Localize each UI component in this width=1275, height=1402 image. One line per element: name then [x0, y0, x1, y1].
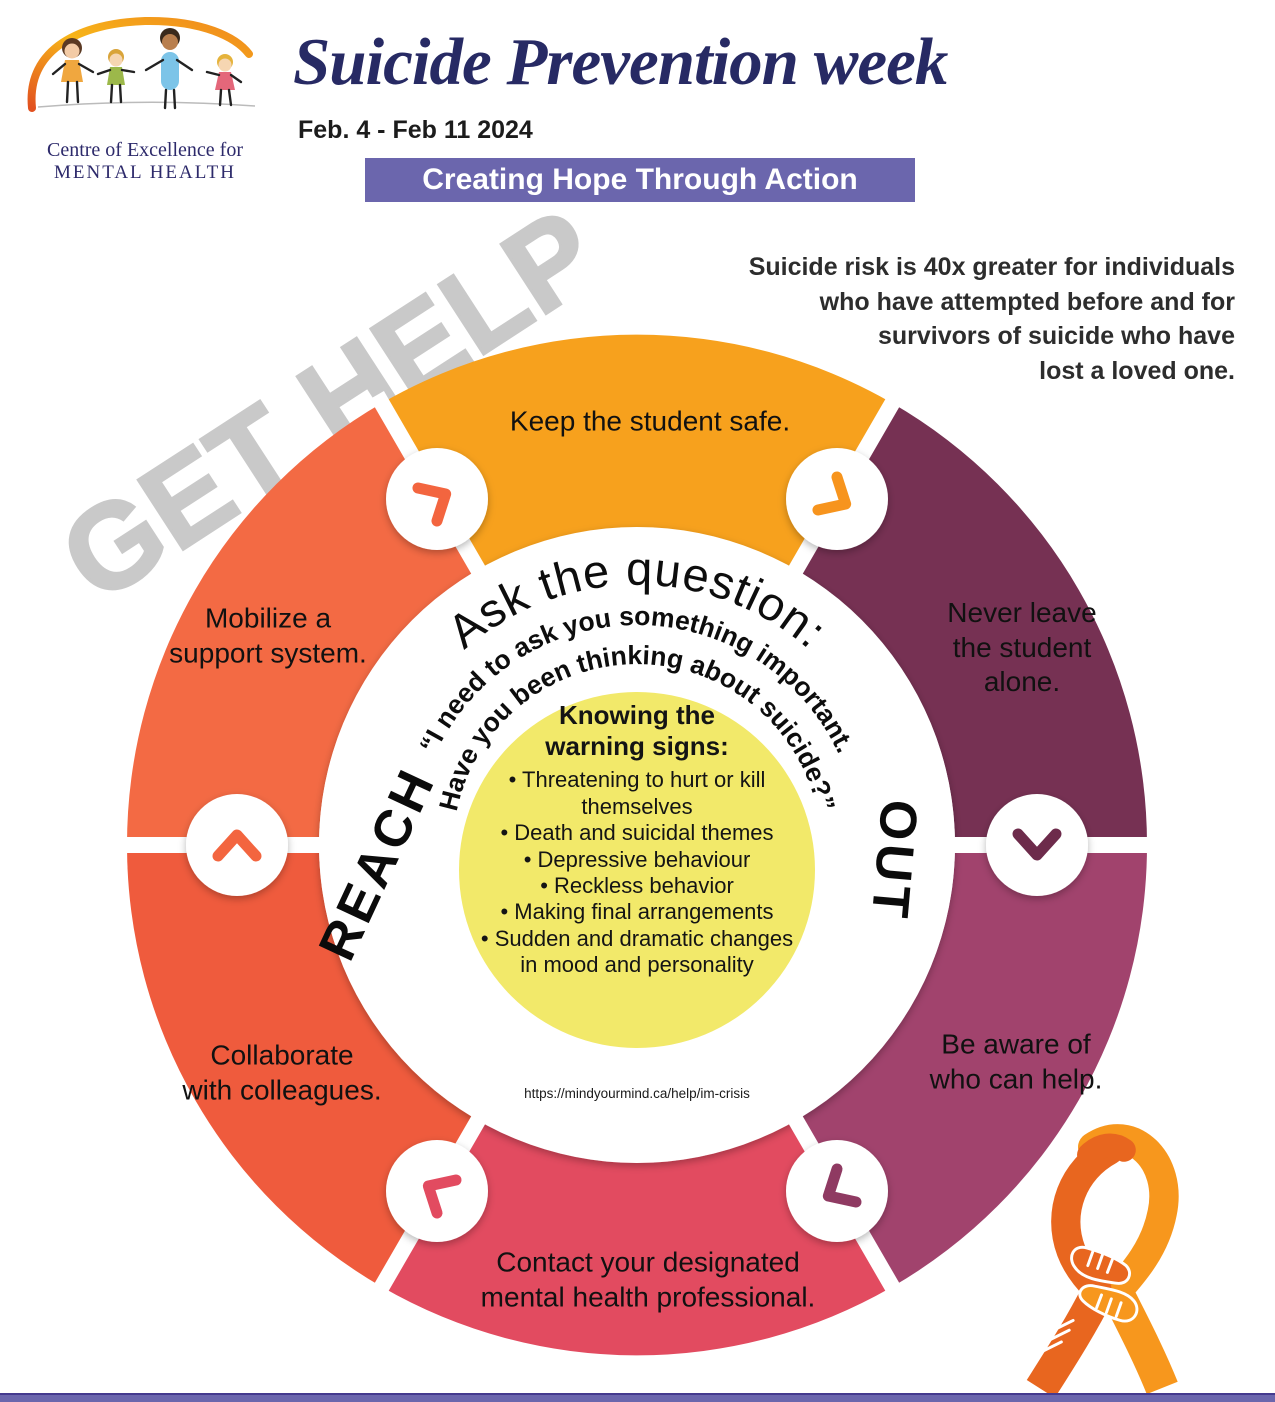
ribbon-hands: [1040, 1245, 1139, 1354]
logo-child-1: [51, 38, 95, 104]
segment-top: [382, 334, 892, 570]
flow-chevron-right-icon: [1012, 828, 1062, 861]
warning-item: • Death and suicidal themes: [500, 820, 774, 846]
warning-item: • Threatening to hurt or kill themselves: [508, 767, 766, 819]
segment-label-collaborate: Collaborate with colleagues.: [182, 1039, 382, 1105]
warning-signs-box: Knowing the warning signs: • Threatening…: [462, 700, 812, 979]
warning-item: • Making final arrangements: [500, 899, 774, 925]
flow-chevron-top-right-icon: [812, 471, 852, 516]
logo-child-2: [96, 49, 136, 104]
logo-child-3: [144, 28, 194, 110]
logo-text-line1: Centre of Excellence for: [46, 139, 243, 161]
ribbon-fold: [1077, 1133, 1136, 1167]
reach-out-wheel: Ask the question: “I need to ask you som…: [117, 334, 1157, 1356]
segment-label-mobilize: Mobilize a support system.: [169, 602, 367, 668]
page-title: Suicide Prevention week: [293, 25, 948, 99]
logo-text-line2: MENTAL HEALTH: [54, 162, 236, 183]
segment-label-contact: Contact your designated mental health pr…: [480, 1246, 816, 1312]
flow-chevron-bottom-right-icon: [822, 1163, 862, 1208]
logo-children-illustration: [27, 16, 256, 112]
logo-child-4: [205, 54, 243, 107]
segment-label-be-aware: Be aware of who can help.: [929, 1028, 1103, 1094]
warning-item: • Depressive behaviour: [523, 846, 751, 872]
org-logo: Centre of Excellence for MENTAL HEALTH: [14, 10, 276, 184]
flow-chevron-bottom-left-icon: [422, 1174, 462, 1219]
warning-item: • Sudden and dramatic changes in mood an…: [480, 925, 794, 978]
crisis-url-text: https://mindyourmind.ca/help/im-crisis: [524, 1086, 750, 1101]
logo-arc: [27, 16, 253, 112]
warning-signs-circle: [459, 692, 815, 1048]
logo-ground-line: [37, 101, 256, 108]
warning-signs-heading: Knowing the warning signs:: [545, 700, 729, 762]
ring-label-out: OUT: [860, 797, 928, 923]
theme-banner: Creating Hope Through Action: [365, 158, 915, 202]
fact-text: Suicide risk is 40x greater for individu…: [748, 253, 1235, 385]
awareness-ribbon-illustration: [1026, 1124, 1179, 1398]
flow-chevron-left-icon: [212, 829, 262, 862]
segment-label-keep-safe: Keep the student safe.: [509, 405, 791, 437]
date-range: Feb. 4 - Feb 11 2024: [298, 116, 533, 144]
segment-bottom: [382, 1120, 892, 1356]
warning-item: • Reckless behavior: [540, 872, 734, 898]
footer-bar: [0, 1393, 1275, 1402]
flow-chevron-top-left-icon: [412, 482, 452, 527]
segment-label-never-leave: Never leave the student alone.: [947, 596, 1097, 698]
junction-circles: [186, 448, 1088, 1242]
